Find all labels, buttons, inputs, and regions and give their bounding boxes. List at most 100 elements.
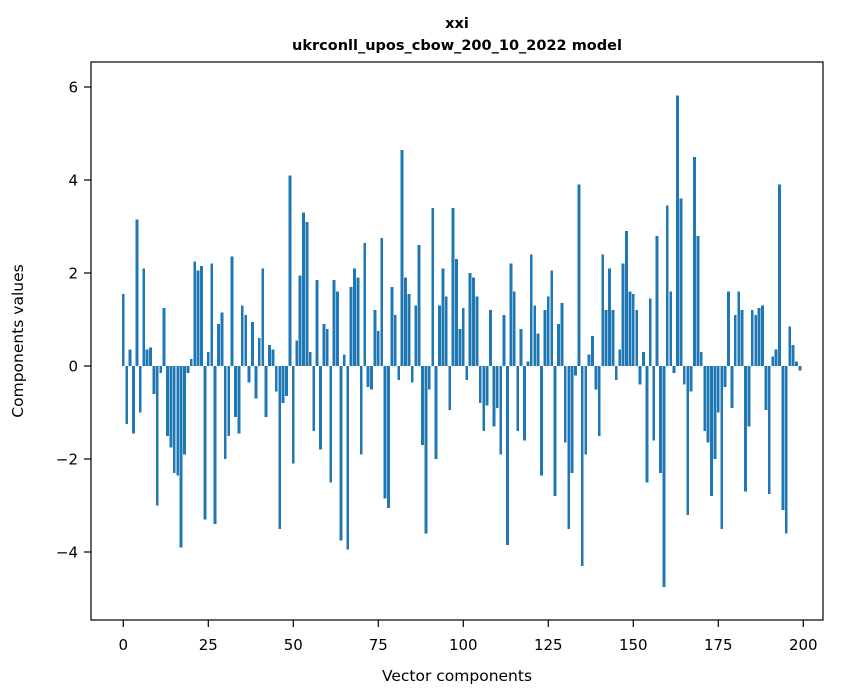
- bar: [383, 366, 387, 499]
- bar: [213, 366, 217, 525]
- bar: [312, 366, 316, 432]
- x-tick-label: 50: [284, 636, 303, 654]
- bar: [390, 286, 394, 366]
- x-tick-label: 200: [789, 636, 818, 654]
- bar: [604, 310, 608, 366]
- bar: [781, 366, 785, 511]
- bar: [771, 356, 775, 366]
- bar: [206, 352, 210, 366]
- x-axis-ticks: 0 25 50 75 100 125 150 175 200: [119, 620, 818, 654]
- bar: [370, 366, 373, 390]
- bar: [750, 310, 754, 366]
- x-tick-label: 0: [119, 636, 129, 654]
- bar: [240, 305, 244, 366]
- bar: [132, 366, 135, 434]
- bar: [506, 366, 509, 546]
- bar: [795, 361, 798, 366]
- bar: [652, 366, 656, 441]
- bar: [431, 207, 435, 366]
- bar: [682, 366, 686, 385]
- bar: [448, 366, 452, 411]
- bar: [472, 277, 475, 366]
- bar: [274, 366, 278, 392]
- y-tick-label: −4: [56, 544, 78, 562]
- bar: [509, 263, 513, 366]
- bar: [591, 335, 594, 366]
- bar: [257, 338, 261, 366]
- bar: [220, 312, 224, 366]
- bar: [655, 235, 659, 366]
- bar: [302, 212, 305, 366]
- bar: [628, 291, 632, 366]
- bar: [414, 305, 418, 366]
- bar: [723, 366, 727, 387]
- bar: [516, 366, 520, 432]
- bar: [237, 366, 241, 434]
- bar: [662, 366, 666, 587]
- x-tick-label: 175: [704, 636, 733, 654]
- bar: [621, 263, 625, 366]
- bar: [176, 366, 180, 476]
- bar: [179, 366, 183, 548]
- bar: [261, 268, 265, 366]
- bar: [380, 238, 384, 367]
- bar: [788, 326, 792, 366]
- bar: [332, 279, 336, 367]
- figure-subtitle: ukrconll_upos_cbow_200_10_2022 model: [292, 38, 622, 54]
- bar: [376, 331, 380, 367]
- bar: [434, 366, 438, 459]
- bar: [716, 366, 720, 413]
- bar: [196, 270, 200, 366]
- bar: [264, 366, 268, 418]
- bar: [754, 314, 758, 366]
- bar: [710, 366, 713, 497]
- bar: [138, 366, 142, 413]
- bar: [774, 349, 778, 366]
- bar: [305, 221, 309, 366]
- bar: [427, 366, 431, 390]
- bar: [482, 366, 486, 432]
- bar: [570, 366, 574, 473]
- bar: [441, 268, 445, 366]
- y-tick-label: 2: [68, 265, 78, 283]
- bar: [706, 366, 710, 443]
- bar: [373, 310, 377, 366]
- bar: [322, 324, 326, 366]
- bar: [281, 366, 285, 404]
- bar: [642, 352, 645, 366]
- x-axis-label: Vector components: [382, 667, 532, 685]
- bar: [587, 354, 591, 367]
- bar: [319, 366, 322, 450]
- bar: [271, 349, 275, 366]
- bar: [200, 266, 203, 366]
- bar: [665, 205, 669, 366]
- bar: [339, 366, 343, 541]
- bar: [189, 359, 193, 366]
- bar: [336, 291, 339, 366]
- bar: [550, 270, 554, 366]
- bar: [536, 333, 540, 366]
- bar: [329, 366, 333, 483]
- bar: [121, 293, 125, 367]
- bar: [155, 366, 159, 506]
- bar: [560, 303, 564, 367]
- bar: [125, 366, 129, 425]
- bar: [349, 286, 353, 366]
- bar: [458, 328, 462, 366]
- bar: [543, 310, 547, 366]
- bar: [366, 366, 370, 387]
- bar: [159, 366, 163, 373]
- bar: [740, 310, 744, 366]
- bar: [353, 268, 356, 366]
- bar: [455, 259, 458, 366]
- bar: [346, 366, 350, 550]
- bar: [247, 366, 251, 383]
- bar: [468, 273, 472, 366]
- bar: [519, 328, 523, 366]
- bar: [489, 310, 492, 366]
- bar: [295, 340, 299, 367]
- bar: [278, 366, 282, 529]
- bar: [424, 366, 428, 534]
- bar: [223, 366, 227, 459]
- bar: [404, 277, 407, 366]
